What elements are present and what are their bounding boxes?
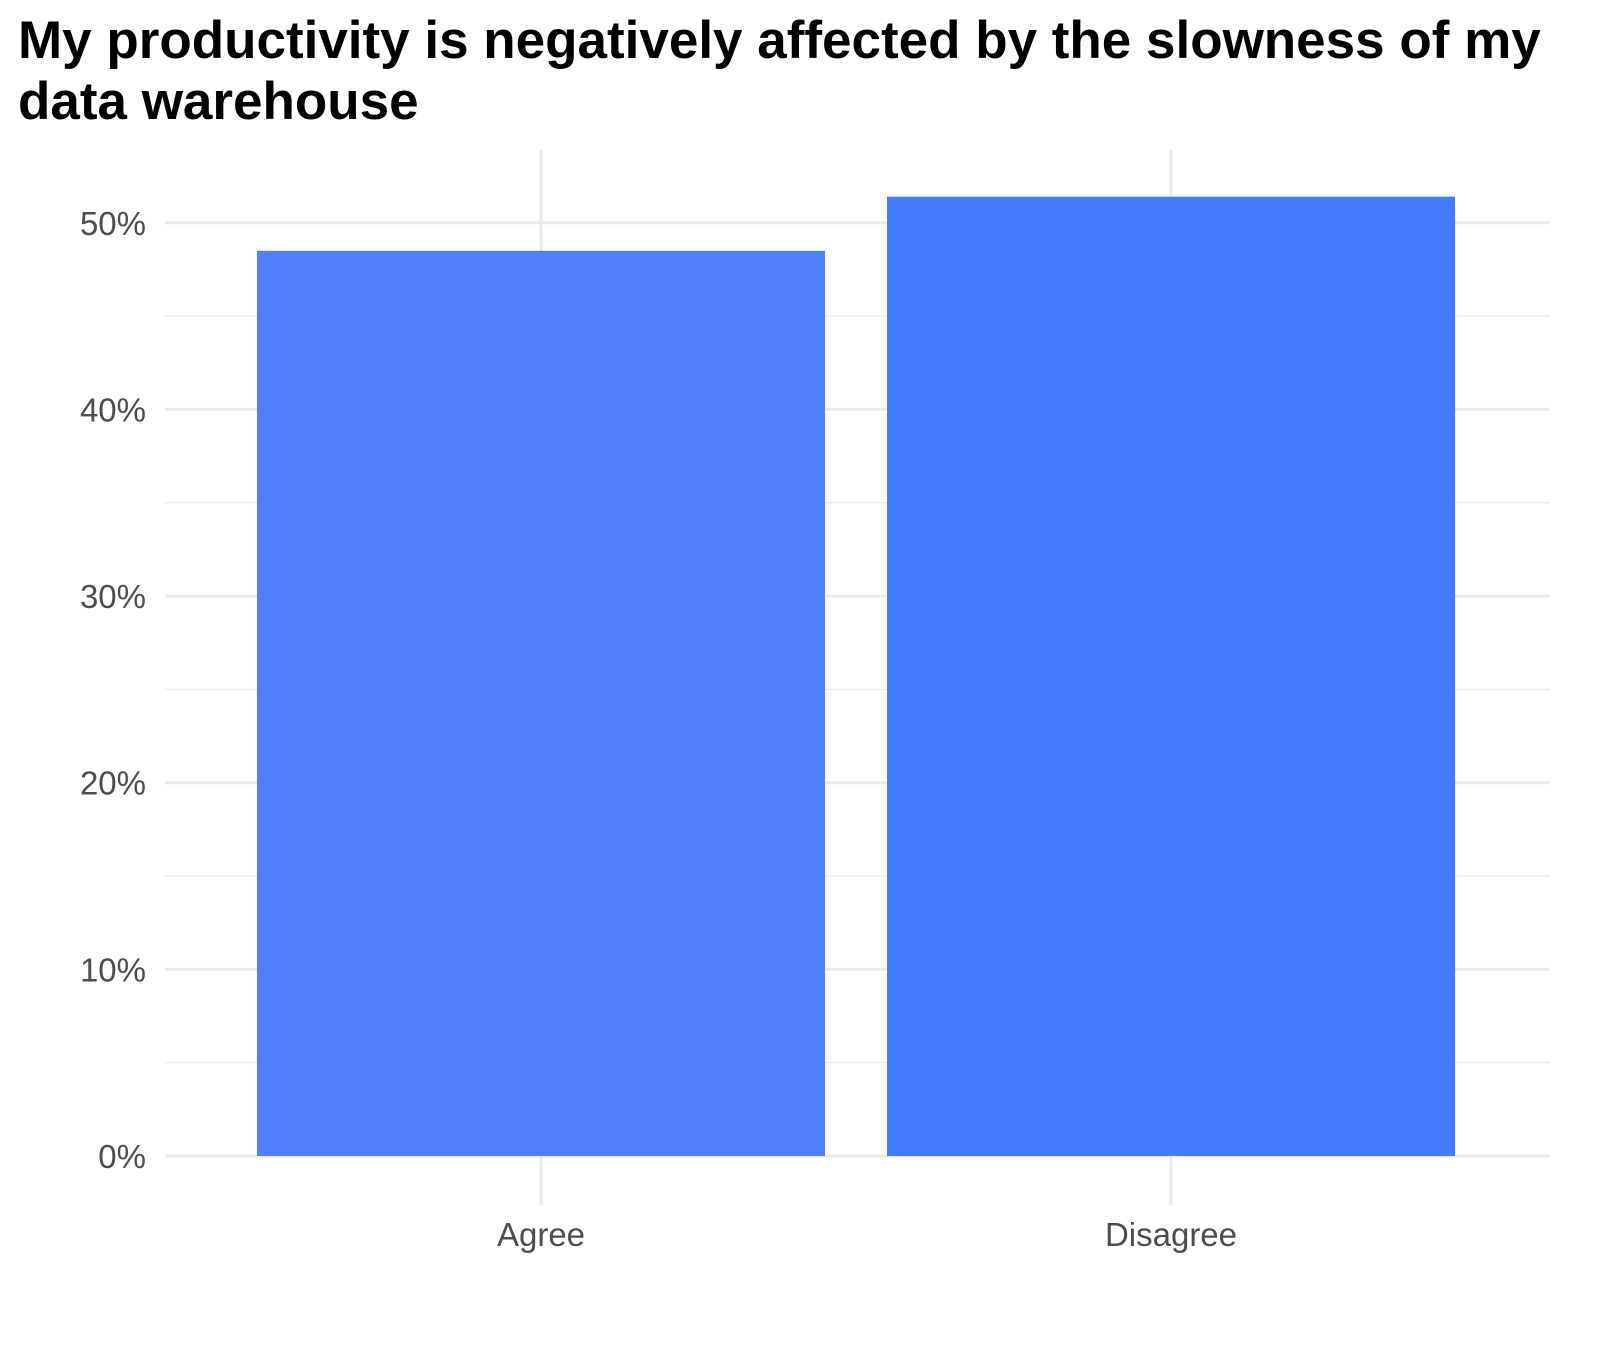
x-tick-label: Disagree [1105, 1216, 1237, 1253]
x-tick-label: Agree [497, 1216, 585, 1253]
y-tick-label: 30% [80, 578, 146, 615]
y-tick-label: 40% [80, 391, 146, 428]
bar-agree [257, 250, 825, 1157]
y-tick-label: 20% [80, 765, 146, 802]
y-tick-label: 50% [80, 205, 146, 242]
bar-layer [257, 196, 1455, 1157]
y-tick-label: 0% [98, 1138, 146, 1175]
bar-disagree [887, 196, 1455, 1157]
x-axis: Agree Disagree [497, 1216, 1237, 1253]
y-axis: 0% 10% 20% 30% 40% 50% [80, 205, 146, 1175]
y-tick-label: 10% [80, 951, 146, 988]
chart-title: My productivity is negatively affected b… [18, 11, 1541, 131]
